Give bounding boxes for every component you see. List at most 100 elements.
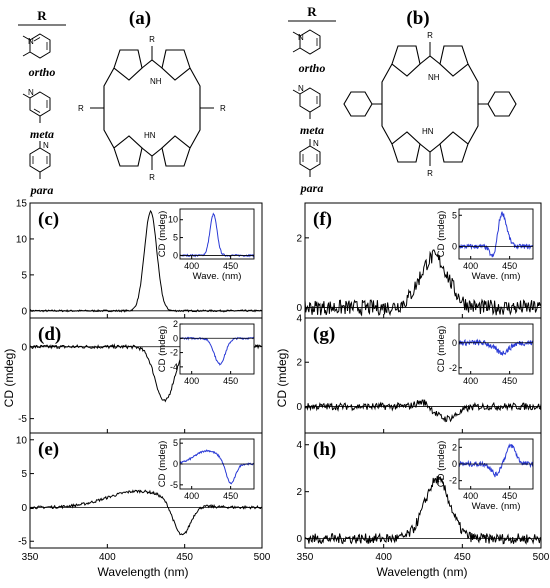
inset-y-tick-label-e-2: 5 xyxy=(173,438,178,448)
para-pyridinium-icon: N xyxy=(29,141,51,179)
inset-x-tick-label-e-1: 450 xyxy=(223,491,238,501)
y-axis-label-right: CD (mdeg) xyxy=(275,349,289,408)
chart-panel-g: 0 2 4 (g) -2 0 400 450 CD (mdeg) xyxy=(296,314,542,434)
r-name-meta-left: meta xyxy=(30,127,54,141)
panel-label-e: (e) xyxy=(38,439,59,460)
inset-x-tick-label-f-1: 450 xyxy=(502,261,517,271)
panel-label-c: (c) xyxy=(38,209,59,230)
inset-y-label-h: CD (mdeg) xyxy=(436,441,447,487)
inset-x-tick-label-h-0: 400 xyxy=(463,491,478,501)
inset-x-tick-label-f-0: 400 xyxy=(463,261,478,271)
y-tick-label-e-2: 5 xyxy=(21,469,27,480)
inset-y-tick-label-g-1: 0 xyxy=(452,338,457,348)
cd-trace-h xyxy=(304,475,542,545)
inset-bg-d xyxy=(180,324,254,374)
inset-trace-f xyxy=(458,211,533,258)
inset-x-tick-label-g-0: 400 xyxy=(463,376,478,386)
inset-y-tick-label-c-1: 5 xyxy=(173,233,178,243)
atom-r-right-a: R xyxy=(220,104,226,113)
inset-y-label-c: CD (mdeg) xyxy=(157,211,168,257)
x-tick-label-h-3: 500 xyxy=(533,552,550,563)
y-tick-label-g-2: 4 xyxy=(296,314,302,325)
inset-y-tick-label-d-1: -2 xyxy=(170,348,178,358)
y-tick-label-c-3: 15 xyxy=(16,199,28,210)
inset-y-label-e: CD (mdeg) xyxy=(157,441,168,487)
y-tick-label-c-0: 0 xyxy=(21,306,27,317)
x-tick-label-h-1: 400 xyxy=(375,552,392,563)
inset-x-tick-label-c-0: 400 xyxy=(184,261,199,271)
atom-hn-a: HN xyxy=(144,131,156,140)
inset-y-tick-label-c-0: 0 xyxy=(173,250,178,260)
y-tick-label-c-1: 5 xyxy=(21,270,27,281)
y-axis-label-left: CD (mdeg) xyxy=(2,349,16,408)
inset-x-tick-label-h-1: 450 xyxy=(502,491,517,501)
x-tick-label-h-0: 350 xyxy=(297,552,314,563)
inset-y-tick-label-e-0: -5 xyxy=(170,480,178,490)
y-tick-label-g-1: 2 xyxy=(296,358,302,369)
atom-n-para-right: N xyxy=(313,139,319,148)
y-tick-label-h-2: 4 xyxy=(296,440,302,451)
inset-trace-h xyxy=(458,443,534,478)
inset-e: -5 0 5 400 450 CD (mdeg) xyxy=(157,438,255,501)
inset-x-label-f: Wave. (nm) xyxy=(472,271,521,282)
r-header-right: R xyxy=(307,4,317,19)
atom-r-left-a: R xyxy=(78,104,84,113)
atom-r-top-a: R xyxy=(149,35,155,44)
inset-bg-c xyxy=(180,209,254,259)
inset-trace-e xyxy=(179,449,254,485)
y-tick-label-d-1: 0 xyxy=(21,342,27,353)
panel-label-d: (d) xyxy=(38,324,61,345)
inset-x-label-c: Wave. (nm) xyxy=(193,271,242,282)
inset-c: 0 5 10 400 450 CD (mdeg) Wave. (nm) xyxy=(157,208,255,282)
structure-legend-right: R N ortho N meta N para xyxy=(288,4,336,195)
inset-y-tick-label-c-2: 10 xyxy=(168,215,178,225)
r-header-left: R xyxy=(37,8,47,23)
panel-label-f: (f) xyxy=(313,209,332,230)
porphyrin-structure-b-icon: R R NH HN xyxy=(343,31,517,178)
inset-y-tick-label-f-0: 0 xyxy=(452,242,457,252)
inset-x-tick-label-g-1: 450 xyxy=(502,376,517,386)
atom-n-para: N xyxy=(43,141,49,150)
r-name-para-right: para xyxy=(300,181,324,195)
inset-bg-f xyxy=(459,209,533,259)
y-tick-label-h-0: 0 xyxy=(296,534,302,545)
y-tick-label-c-2: 10 xyxy=(16,234,28,245)
y-tick-label-f-0: 0 xyxy=(296,303,302,314)
r-name-ortho-right: ortho xyxy=(299,61,326,75)
atom-n-meta: N xyxy=(28,88,34,97)
ortho-pyridinium-right-icon: N xyxy=(292,29,321,55)
panel-label-a: (a) xyxy=(129,8,151,29)
atom-nh-b: NH xyxy=(428,73,440,82)
panel-label-b: (b) xyxy=(406,8,429,29)
inset-y-label-d: CD (mdeg) xyxy=(157,326,168,372)
inset-y-label-f: CD (mdeg) xyxy=(436,211,447,257)
y-tick-label-e-0: -5 xyxy=(18,537,27,548)
meta-pyridinium-right-icon: N xyxy=(292,84,321,119)
inset-g: -2 0 400 450 CD (mdeg) xyxy=(436,323,534,386)
x-tick-label-h-2: 450 xyxy=(454,552,471,563)
para-pyridinium-right-icon: N xyxy=(299,139,321,177)
chart-panel-h: 0 2 4 350 400 450 500 (h) -2 0 2 400 450 CD (mdeg) Wav… xyxy=(296,432,550,563)
meta-pyridinium-icon: N xyxy=(22,88,51,123)
inset-y-tick-label-d-2: 0 xyxy=(173,333,178,343)
r-name-para-left: para xyxy=(30,183,54,197)
inset-y-tick-label-h-2: 2 xyxy=(452,442,457,452)
chart-panel-f: 0 2 (f) 0 5 400 450 CD (mdeg) Wave. (nm) xyxy=(296,202,542,319)
inset-x-label-h: Wave. (nm) xyxy=(472,501,521,512)
ortho-pyridinium-icon: N xyxy=(22,33,51,59)
panel-label-h: (h) xyxy=(313,439,336,460)
inset-x-tick-label-c-1: 450 xyxy=(223,261,238,271)
inset-y-tick-label-f-1: 5 xyxy=(452,210,457,220)
cd-trace-g xyxy=(304,399,542,423)
inset-frame-f xyxy=(458,208,534,260)
inset-x-tick-label-e-0: 400 xyxy=(184,491,199,501)
inset-x-tick-label-d-0: 400 xyxy=(184,376,199,386)
y-tick-label-g-0: 0 xyxy=(296,402,302,413)
porphyrin-structure-a-icon: R R R R NH HN xyxy=(78,35,226,182)
chart-panel-c: 0 5 10 15 (c) 0 5 10 400 450 CD (mdeg) Wave. (nm) xyxy=(16,199,263,319)
inset-y-tick-label-h-0: -2 xyxy=(449,476,457,486)
inset-y-tick-label-h-1: 0 xyxy=(452,459,457,469)
